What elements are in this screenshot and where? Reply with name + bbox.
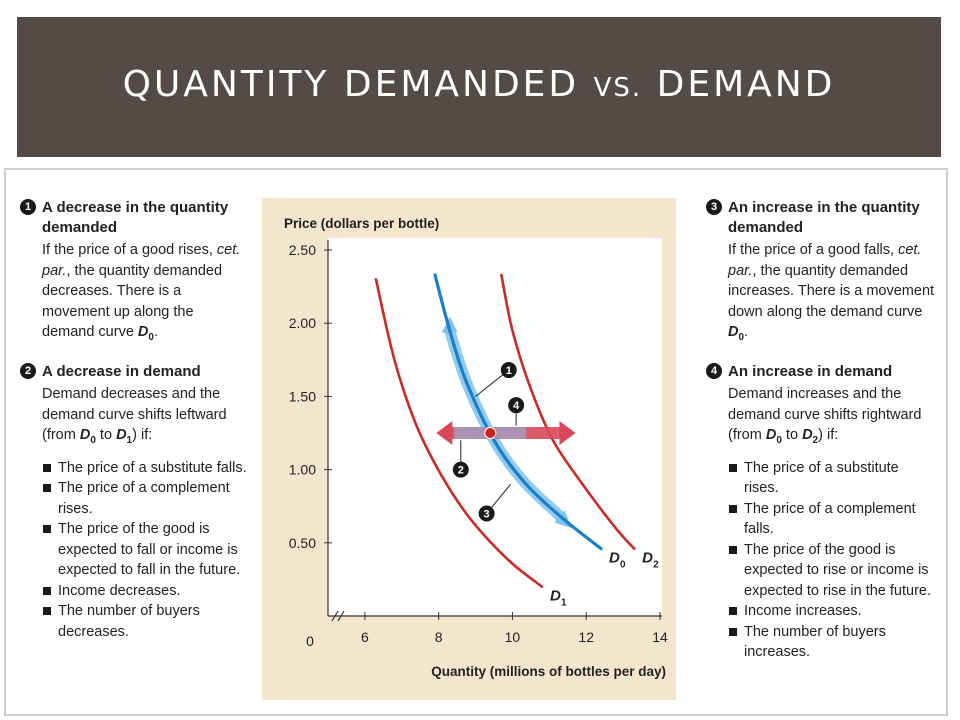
shift-left-arrowhead [436, 421, 453, 445]
list-item: Income decreases. [42, 581, 248, 602]
point-4-heading: An increase in demand [728, 363, 893, 381]
left-column: 1 A decrease in the quantity demanded If … [20, 198, 248, 642]
point-3-body: If the price of a good falls, cet. par.,… [728, 242, 935, 343]
x-tick-label: 8 [435, 629, 443, 645]
callout-badge [500, 362, 517, 379]
x-tick-label: 14 [652, 629, 668, 645]
point-1: 1 A decrease in the quantity demanded If … [20, 198, 248, 348]
callout-number: 1 [506, 365, 512, 377]
list-item: The number of buyers decreases. [42, 601, 248, 642]
point-2: 2 A decrease in demand Demand decreases a… [20, 362, 248, 642]
list-item: The price of the good is expected to fal… [42, 519, 248, 581]
point-4-body: Demand increases and the demand curve sh… [728, 386, 922, 447]
number-badge: 3 [706, 199, 722, 215]
x-tick-label: 6 [361, 629, 369, 645]
y-tick-label: 2.50 [289, 242, 316, 258]
slide-title: QUANTITY DEMANDED VS. DEMAND [123, 64, 836, 105]
axis-break-mark [331, 610, 339, 622]
right-column: 3 An increase in the quantity demanded If… [706, 198, 936, 663]
curve-label: D [609, 550, 620, 567]
list-item: The price of the good is expected to ris… [728, 540, 936, 602]
curve-label-sub: 1 [561, 598, 567, 609]
curve-label: D [550, 588, 561, 605]
number-badge: 1 [20, 199, 36, 215]
curve-D2 [500, 273, 636, 550]
curve-D1 [374, 277, 544, 589]
point-3-heading: An increase in the quantity demanded [728, 199, 920, 236]
movement-arrow-up [441, 316, 458, 333]
number-badge: 4 [706, 363, 722, 380]
curve-D0 [433, 273, 603, 551]
callout-number: 2 [458, 465, 464, 477]
shift-right-arrowhead [559, 421, 576, 445]
list-item: Income increases. [728, 601, 936, 622]
equilibrium-point [484, 427, 497, 439]
list-item: The price of a substitute rises. [728, 458, 936, 499]
figure-panel: 1 A decrease in the quantity demanded If … [4, 168, 948, 716]
point-1-heading: A decrease in the quantity demanded [42, 199, 229, 236]
list-item: The number of buyers increases. [728, 622, 936, 663]
title-part-a: QUANTITY DEMANDED [122, 63, 594, 105]
list-item: The price of a substitute falls. [42, 458, 248, 479]
list-item: The price of a complement falls. [728, 499, 936, 540]
callout-number: 3 [484, 509, 490, 521]
axis-break-mark [337, 610, 345, 622]
list-item: The price of a complement rises. [42, 478, 248, 519]
point-2-body: Demand decreases and the demand curve sh… [42, 386, 227, 447]
callout-number: 4 [513, 400, 520, 412]
point-1-body: If the price of a good rises, cet. par.,… [42, 242, 241, 343]
point-3: 3 An increase in the quantity demanded If… [706, 198, 936, 348]
curve-label-sub: 2 [653, 560, 659, 571]
curve-label-sub: 0 [620, 560, 626, 571]
curve-label: D [642, 550, 653, 567]
point-2-bullets: The price of a substitute falls. The pri… [20, 458, 248, 643]
callout-badge [478, 505, 495, 522]
callout-badge [452, 461, 469, 478]
y-tick-label: 0.50 [289, 535, 316, 551]
number-badge: 2 [20, 363, 36, 380]
x-axis-label: Quantity (millions of bottles per day) [431, 664, 666, 679]
point-4: 4 An increase in demand Demand increases … [706, 362, 936, 662]
callout-badge [508, 397, 525, 414]
x-tick-label: 12 [578, 629, 594, 645]
title-bar: QUANTITY DEMANDED VS. DEMAND [17, 17, 941, 157]
y-tick-label: 2.00 [289, 315, 316, 331]
y-tick-label: 1.50 [289, 388, 316, 404]
point-4-bullets: The price of a substitute rises. The pri… [706, 458, 936, 663]
title-part-b: DEMAND [642, 63, 836, 105]
title-vs: VS. [593, 72, 643, 103]
origin-label: 0 [306, 633, 314, 649]
y-tick-label: 1.00 [289, 462, 316, 478]
point-2-heading: A decrease in demand [42, 363, 201, 381]
y-axis-label: Price (dollars per bottle) [284, 216, 439, 231]
x-tick-label: 10 [505, 629, 521, 645]
